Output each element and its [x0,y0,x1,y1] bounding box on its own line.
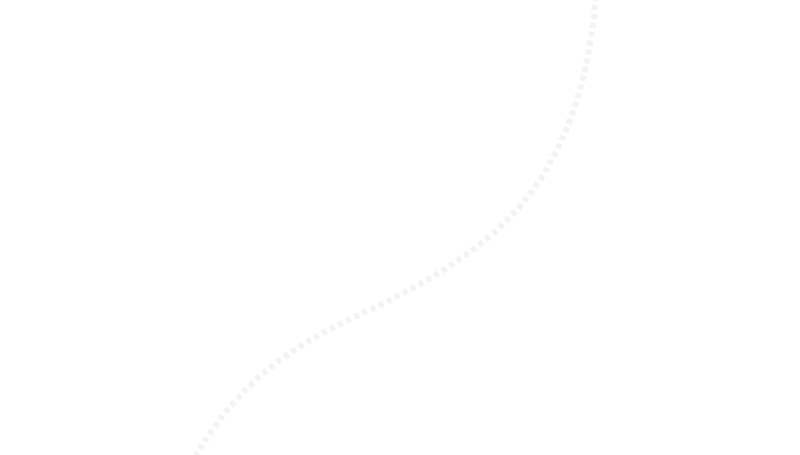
decorative-dashed-curve [193,0,599,455]
